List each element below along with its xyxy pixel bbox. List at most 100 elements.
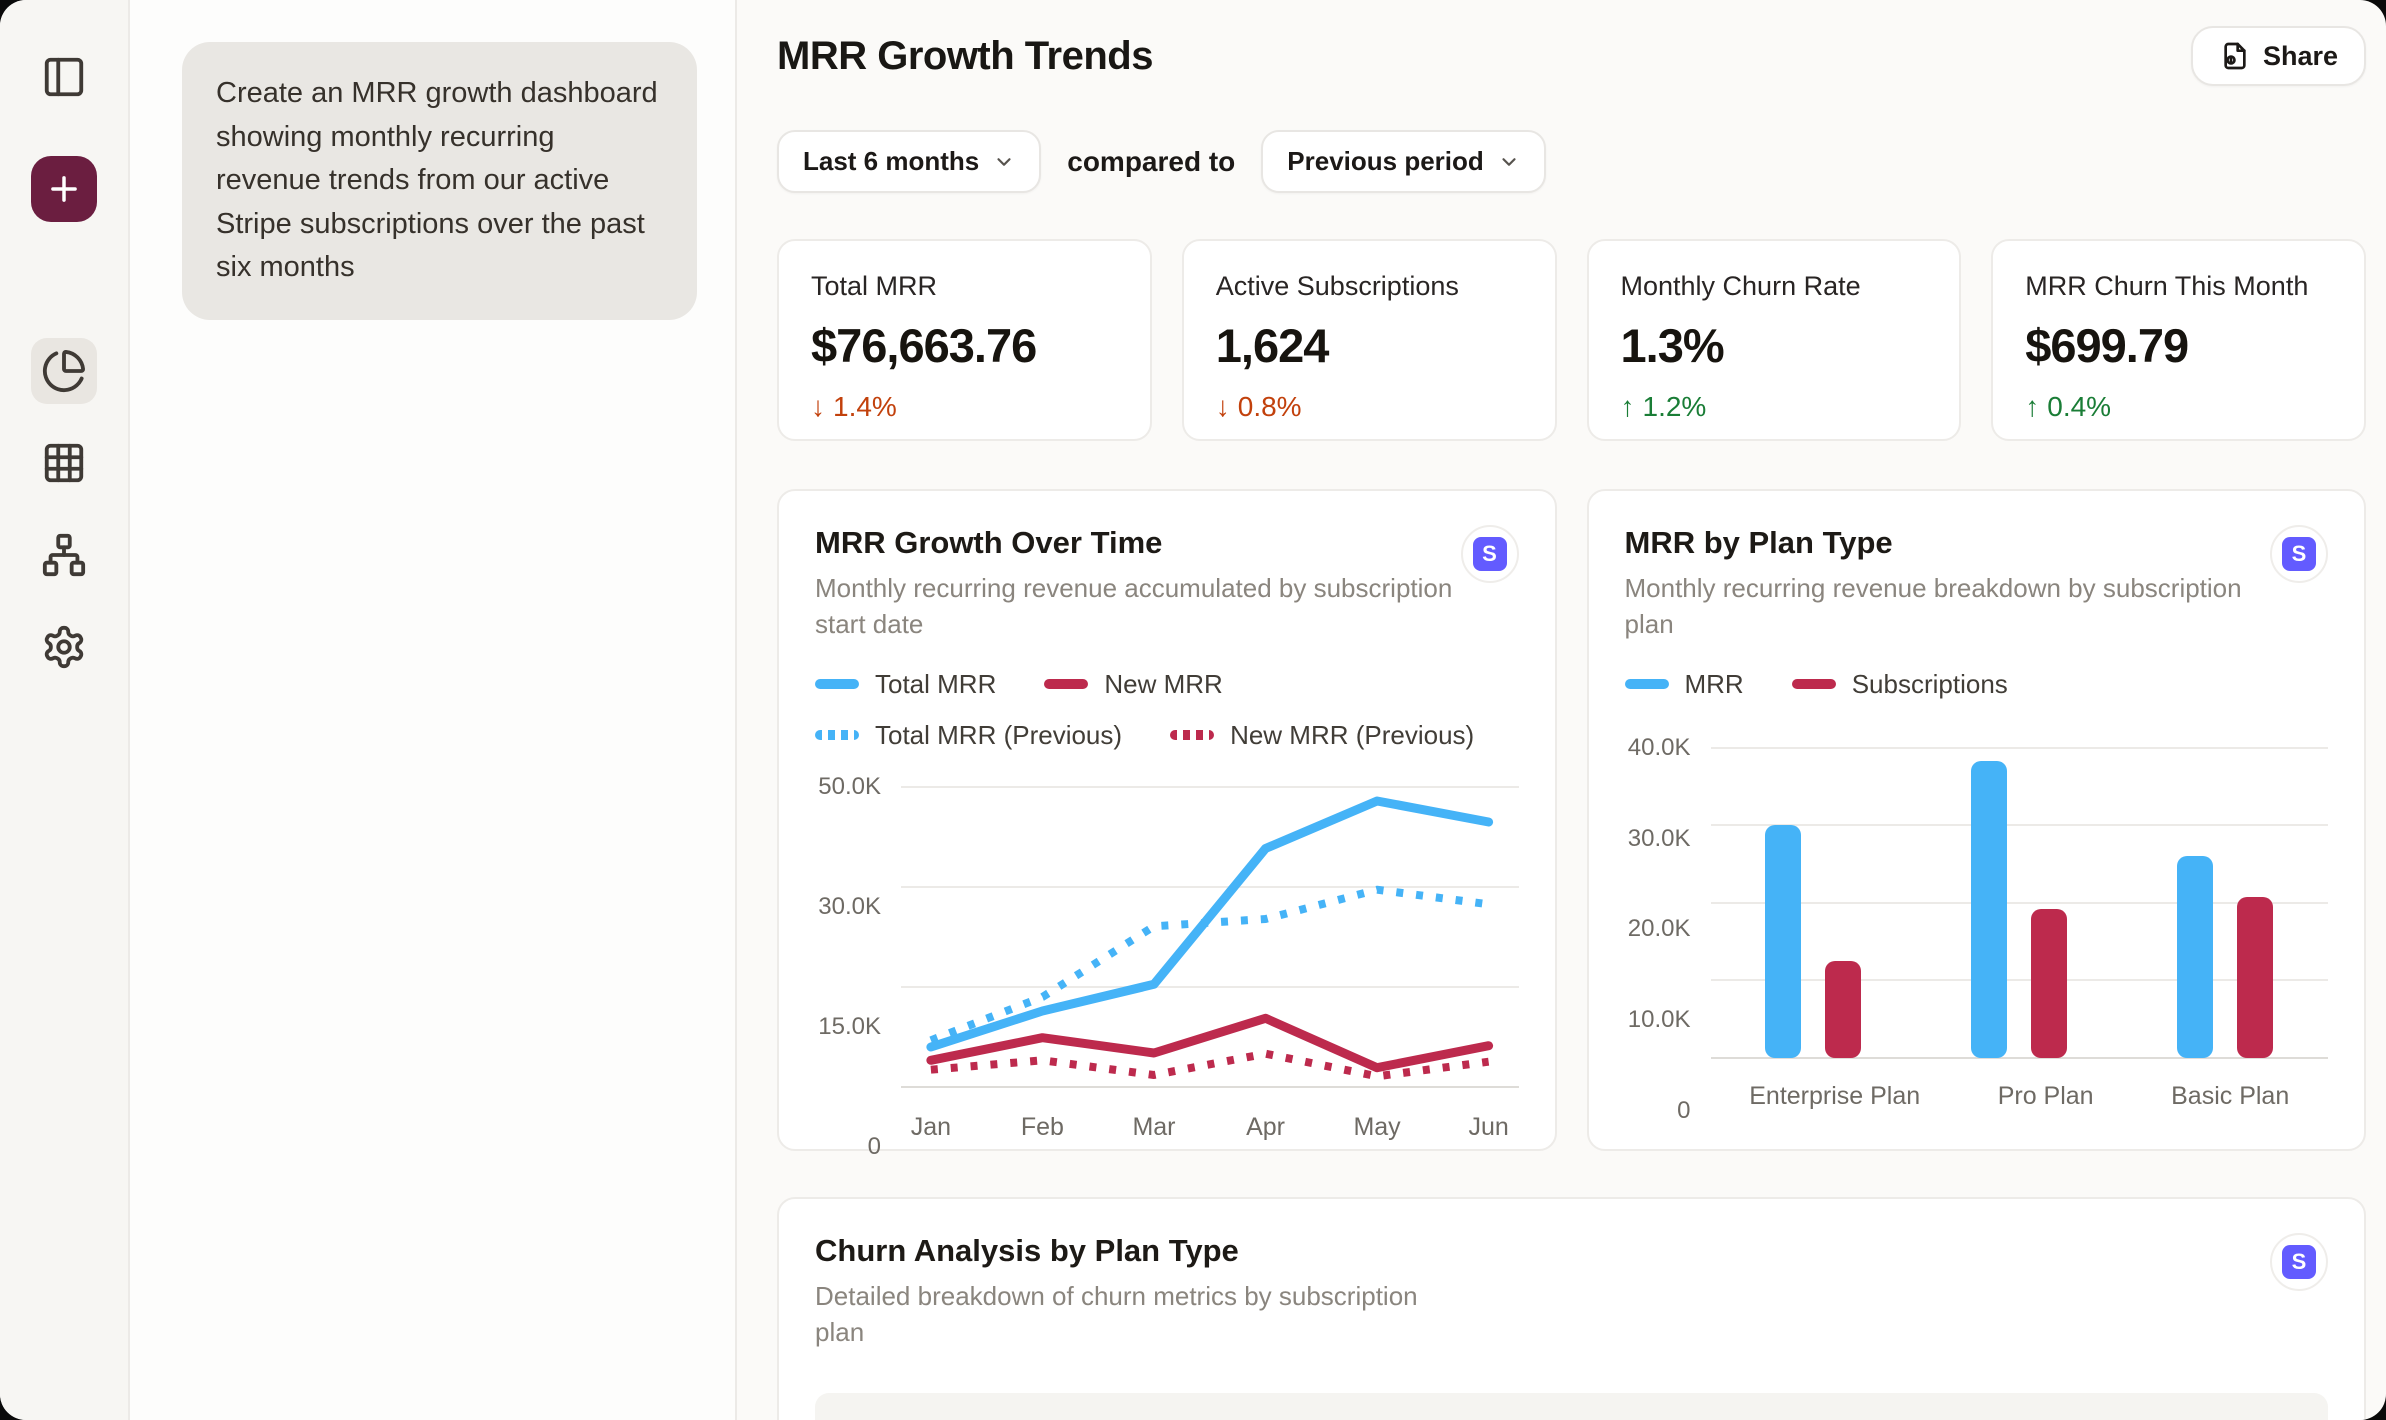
- kpi-trend: ↑ 1.2%: [1621, 391, 1928, 423]
- share-button[interactable]: Share: [2190, 26, 2366, 86]
- plus-icon: [51, 176, 77, 202]
- stripe-source-badge[interactable]: S: [1460, 525, 1519, 583]
- legend-label: New MRR: [1104, 668, 1223, 699]
- chart-card-mrr-by-plan-type: MRR by Plan Type Monthly recurring reven…: [1586, 489, 2366, 1151]
- comparison-select[interactable]: Previous period: [1261, 130, 1546, 193]
- legend-swatch: [1170, 730, 1215, 741]
- kpi-card-monthly-churn-rate: Monthly Churn Rate 1.3% ↑ 1.2%: [1586, 239, 1962, 441]
- legend-label: MRR: [1684, 668, 1744, 699]
- bar-mrr: [2177, 856, 2214, 1058]
- x-axis-tick-label: May: [1353, 1112, 1401, 1141]
- comparison-select-value: Previous period: [1287, 146, 1484, 176]
- kpi-value: 1,624: [1215, 319, 1330, 372]
- trend-up-arrow-icon: ↑: [1620, 391, 1635, 422]
- y-axis-tick-label: 15.0K: [818, 1012, 881, 1040]
- x-axis-tick-label: Feb: [1020, 1112, 1064, 1141]
- new-item-button[interactable]: [31, 156, 97, 222]
- x-axis-tick-label: Apr: [1246, 1112, 1285, 1141]
- gridline: [901, 1085, 1519, 1088]
- legend-swatch: [1624, 679, 1669, 690]
- sidebar: [0, 0, 130, 1420]
- kpi-trend-value: 0.4%: [2047, 391, 2112, 422]
- gridline: [1710, 1056, 2328, 1059]
- series-line-new-mrr: [926, 1013, 1494, 1072]
- y-axis-tick-label: 20.0K: [1627, 915, 1691, 943]
- legend-swatch: [815, 679, 859, 690]
- stripe-icon: S: [2282, 537, 2316, 571]
- bar-chart-y-axis: 0 10.0K 20.0K 30.0K 40.0K: [1625, 734, 1711, 1124]
- user-prompt-text: Create an MRR growth dashboard showing m…: [216, 77, 658, 283]
- page-title: MRR Growth Trends: [777, 33, 1153, 78]
- x-axis-tick-label: Mar: [1132, 1112, 1176, 1141]
- y-axis-tick-label: 50.0K: [818, 772, 881, 800]
- gridline: [901, 985, 1519, 988]
- y-axis-tick-label: 10.0K: [1627, 1006, 1691, 1033]
- bar-chart-area: 0 10.0K 20.0K 30.0K 40.0K Enterprise Plan Pro…: [1625, 734, 2328, 1124]
- chart-title: MRR by Plan Type: [1624, 525, 1893, 560]
- bar-subscriptions: [1825, 960, 1862, 1058]
- user-prompt-bubble: Create an MRR growth dashboard showing m…: [182, 42, 697, 320]
- legend-item: Total MRR: [815, 669, 996, 700]
- toggle-sidebar-button[interactable]: [31, 44, 97, 110]
- sidebar-item-tables[interactable]: [31, 430, 97, 496]
- share-lock-icon: [2224, 42, 2246, 70]
- kpi-trend-value: 1.2%: [1642, 391, 1707, 422]
- kpi-trend: ↓ 0.8%: [1216, 391, 1523, 423]
- stripe-source-badge[interactable]: S: [2270, 1233, 2328, 1291]
- chart-header: MRR by Plan Type Monthly recurring reven…: [1625, 525, 2328, 643]
- column-header-churned-subscriptions: Churned Subscriptions: [1647, 1415, 1934, 1420]
- legend-item: New MRR: [1044, 668, 1223, 700]
- legend-swatch: [1044, 679, 1089, 690]
- sidebar-item-settings[interactable]: [31, 614, 97, 680]
- bar-group-pro-plan: [1971, 748, 2068, 1058]
- compared-to-label: compared to: [1067, 145, 1236, 177]
- kpi-row: Total MRR $76,663.76 ↓ 1.4% Active Subscr…: [777, 239, 2366, 441]
- legend-item: Total MRR (Previous): [815, 720, 1122, 751]
- legend-label: Total MRR (Previous): [875, 719, 1123, 750]
- bar-mrr: [1971, 760, 2008, 1058]
- table-header: Churn Analysis by Plan Type Detailed bre…: [815, 1233, 2328, 1351]
- period-select[interactable]: Last 6 months: [777, 130, 1042, 193]
- x-axis-tick-label: Jan: [910, 1112, 952, 1141]
- line-chart-area: 0 15.0K 30.0K 50.0K Jan Feb Mar Apr May Jun: [815, 773, 1519, 1160]
- sidebar-item-charts[interactable]: [31, 338, 97, 404]
- gridline: [1710, 979, 2328, 982]
- chevron-down-icon: [1502, 157, 1516, 166]
- pie-chart-icon: [42, 350, 85, 393]
- legend-item: New MRR (Previous): [1170, 720, 1474, 751]
- legend-item: MRR: [1624, 668, 1744, 700]
- bar-subscriptions: [2237, 897, 2274, 1058]
- series-line-total-mrr-previous-: [929, 885, 1490, 1044]
- x-axis-tick-label: Pro Plan: [1997, 1081, 2094, 1110]
- kpi-card-active-subscriptions: Active Subscriptions 1,624 ↓ 0.8%: [1181, 239, 1557, 441]
- chart-subtitle: Monthly recurring revenue accumulated by…: [815, 573, 1453, 639]
- trend-down-arrow-icon: ↓: [811, 391, 825, 422]
- series-line-new-mrr-previous-: [930, 1049, 1490, 1081]
- bar-group-basic-plan: [2177, 748, 2274, 1058]
- stripe-source-badge[interactable]: S: [2270, 525, 2328, 583]
- sidebar-item-connections[interactable]: [31, 522, 97, 588]
- chart-titles: MRR by Plan Type Monthly recurring reven…: [1625, 525, 2265, 643]
- sidebar-nav: [31, 338, 97, 680]
- gridline: [901, 785, 1519, 788]
- churn-table-card: Churn Analysis by Plan Type Detailed bre…: [777, 1197, 2366, 1420]
- kpi-trend-value: 1.4%: [833, 391, 897, 422]
- panel-left-icon: [44, 57, 84, 97]
- legend-item: Subscriptions: [1791, 668, 2008, 700]
- chat-panel: Create an MRR growth dashboard showing m…: [130, 0, 737, 1420]
- column-header-total-subscriptions: Total Subscriptions: [1072, 1415, 1375, 1420]
- legend-swatch: [815, 730, 859, 741]
- legend-label: Subscriptions: [1851, 668, 2008, 699]
- legend-swatch: [1791, 679, 1836, 690]
- kpi-trend: ↓ 1.4%: [811, 391, 1118, 423]
- trend-down-arrow-icon: ↓: [1215, 391, 1230, 422]
- line-chart-x-axis: Jan Feb Mar Apr May Jun: [901, 1103, 1519, 1147]
- kpi-label: Active Subscriptions: [1215, 271, 1459, 301]
- sitemap-icon: [42, 533, 86, 577]
- kpi-card-mrr-churn-this-month: MRR Churn This Month $699.79 ↑ 0.4%: [1991, 239, 2366, 441]
- chart-card-mrr-growth-over-time: MRR Growth Over Time Monthly recurring r…: [777, 489, 1557, 1160]
- bar-chart-legend: MRR Subscriptions: [1624, 668, 2329, 700]
- chart-titles: MRR Growth Over Time Monthly recurring r…: [815, 525, 1455, 643]
- y-axis-tick-label: 0: [1677, 1096, 1691, 1124]
